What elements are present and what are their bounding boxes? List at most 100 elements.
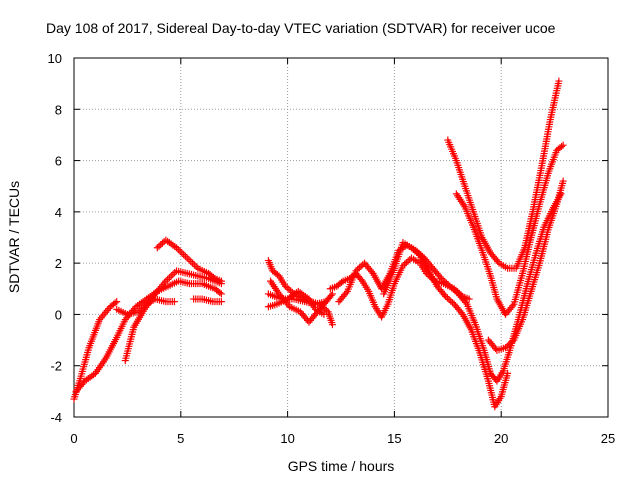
series-track-5 <box>113 295 178 318</box>
data-point <box>447 297 455 305</box>
y-tick-label: 4 <box>55 205 62 220</box>
data-point <box>504 369 512 377</box>
data-point <box>448 299 456 307</box>
data-point <box>559 177 567 185</box>
data-point <box>134 308 142 316</box>
data-point <box>494 257 502 265</box>
data-point <box>443 294 451 302</box>
data-point <box>180 251 188 259</box>
series-track-4 <box>153 236 225 285</box>
data-point <box>436 273 444 281</box>
axis-ticks <box>73 57 609 418</box>
data-point <box>99 312 107 320</box>
series-track-11 <box>326 254 473 321</box>
series-track-16 <box>484 177 567 354</box>
data-point <box>413 248 421 256</box>
data-point <box>559 141 567 149</box>
data-point <box>442 292 450 300</box>
data-point <box>445 296 453 304</box>
data-point <box>157 241 165 249</box>
data-point <box>102 308 110 316</box>
data-point <box>439 276 447 284</box>
series-track-6 <box>190 295 225 306</box>
data-point <box>409 245 417 253</box>
data-point <box>105 305 113 313</box>
series-track-15 <box>452 141 567 318</box>
x-axis-label: GPS time / hours <box>288 458 395 474</box>
data-point <box>217 277 225 285</box>
series-track-10 <box>267 277 336 326</box>
data-point <box>355 264 363 272</box>
data-point <box>137 305 145 313</box>
data-point <box>444 281 452 289</box>
data-point <box>437 275 445 283</box>
series-track-1 <box>70 298 121 403</box>
data-point <box>176 247 184 255</box>
data-point <box>165 274 173 282</box>
data-point <box>357 262 365 270</box>
data-point <box>285 285 293 293</box>
data-point <box>338 278 346 286</box>
x-tick-label: 10 <box>280 431 294 446</box>
data-point <box>79 379 87 387</box>
data-point <box>178 249 186 257</box>
data-point <box>322 306 330 314</box>
data-point <box>558 142 566 150</box>
data-point <box>508 338 516 346</box>
data-point <box>158 239 166 247</box>
data-point <box>141 302 149 310</box>
data-point <box>501 344 509 352</box>
y-tick-label: 8 <box>55 102 62 117</box>
data-point <box>449 285 457 293</box>
series-track-2 <box>72 277 225 395</box>
data-point <box>170 298 178 306</box>
data-point <box>136 306 144 314</box>
data-point <box>451 287 459 295</box>
y-tick-label: 0 <box>55 307 62 322</box>
data-point <box>328 290 336 298</box>
data-point <box>189 259 197 267</box>
data-point <box>139 303 147 311</box>
data-point <box>216 289 224 297</box>
data-point <box>357 276 365 284</box>
data-point <box>283 284 291 292</box>
data-point <box>465 295 473 303</box>
plot-frame <box>73 57 609 418</box>
data-point <box>181 252 189 260</box>
y-tick-label: -4 <box>50 410 62 425</box>
x-tick-label: 25 <box>601 431 615 446</box>
data-point <box>187 257 195 265</box>
y-tick-label: 10 <box>48 51 62 66</box>
data-point <box>183 254 191 262</box>
data-point <box>113 298 121 306</box>
data-point <box>404 257 412 265</box>
data-point <box>453 288 461 296</box>
data-point <box>217 298 225 306</box>
data-point <box>281 282 289 290</box>
data-point <box>503 342 511 350</box>
data-point <box>352 267 360 275</box>
data-point <box>354 265 362 273</box>
data-point <box>171 269 179 277</box>
data-point <box>446 282 454 290</box>
data-point <box>399 262 407 270</box>
data-point <box>407 244 415 252</box>
data-point <box>448 284 456 292</box>
x-tick-label: 20 <box>494 431 508 446</box>
data-point <box>153 244 161 252</box>
data-point <box>555 77 563 85</box>
data-point <box>342 289 350 297</box>
chart-title: Day 108 of 2017, Sidereal Day-to-day VTE… <box>46 20 556 36</box>
x-tick-label: 5 <box>177 431 184 446</box>
data-point <box>167 272 175 280</box>
data-point <box>441 278 449 286</box>
data-point <box>190 261 198 269</box>
data-point <box>155 242 163 250</box>
data-point <box>505 341 513 349</box>
data-point <box>100 310 108 318</box>
data-point <box>368 268 376 276</box>
data-point <box>411 247 419 255</box>
data-point <box>401 260 409 268</box>
data-point <box>328 321 336 329</box>
